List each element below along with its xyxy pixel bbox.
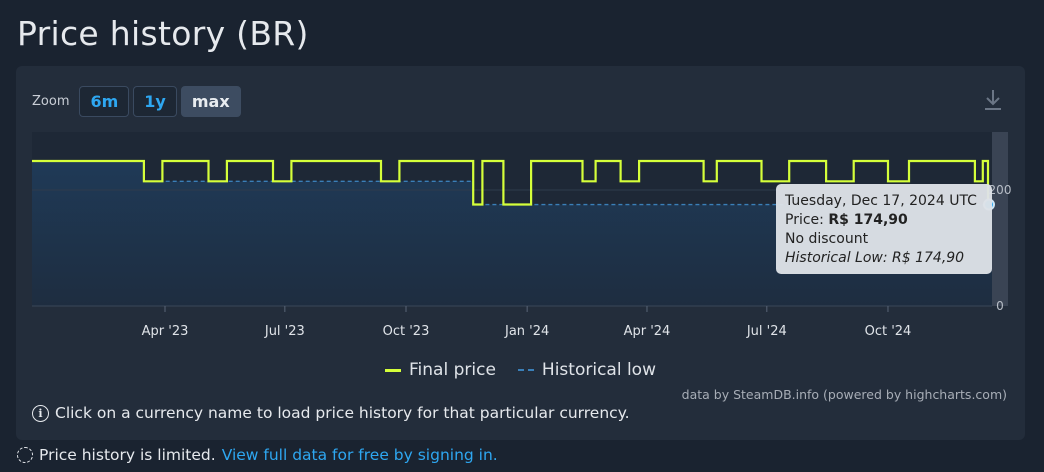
download-icon[interactable] bbox=[982, 88, 1004, 112]
tooltip-historical-low: Historical Low: R$ 174,90 bbox=[785, 250, 965, 266]
zoom-max-button[interactable]: max bbox=[180, 86, 241, 117]
scrollbar-track bbox=[992, 132, 1008, 306]
zoom-6m-button[interactable]: 6m bbox=[79, 86, 130, 117]
tooltip-discount: No discount bbox=[785, 231, 869, 247]
legend-item-historical-low[interactable]: Historical low bbox=[517, 360, 656, 380]
historical-low-area bbox=[32, 161, 992, 306]
final-price-line bbox=[32, 159, 992, 206]
zoom-1y-button[interactable]: 1y bbox=[133, 86, 177, 117]
x-axis: Apr '23 Jul '23 Oct '23 Jan '24 Apr '24 Jul '… bbox=[32, 305, 992, 339]
x-tick-label: Jul '24 bbox=[746, 324, 787, 339]
y-axis: 0 200 bbox=[989, 183, 1012, 313]
historical-low-fill bbox=[32, 161, 992, 306]
y-tick-label: 200 bbox=[989, 183, 1012, 197]
info-icon: i bbox=[32, 404, 49, 422]
price-history-panel: Zoom 6m 1y max Apr '23 Jul '23 Oct '23 Jan … bbox=[16, 66, 1025, 440]
x-tick-label: Jul '23 bbox=[264, 324, 305, 339]
y-tick-label: 0 bbox=[996, 299, 1004, 313]
x-tick-label: Oct '23 bbox=[383, 324, 430, 339]
historical-low-swatch bbox=[517, 369, 534, 371]
final-price-series bbox=[32, 159, 992, 206]
tooltip-date: Tuesday, Dec 17, 2024 UTC bbox=[785, 193, 977, 209]
limited-history-note: Price history is limited. View full data… bbox=[17, 446, 498, 464]
chart-tooltip: Tuesday, Dec 17, 2024 UTC Price: R$ 174,… bbox=[776, 184, 992, 274]
x-tick-label: Oct '24 bbox=[865, 324, 912, 339]
legend-label-final-price: Final price bbox=[409, 360, 496, 380]
legend-item-final-price[interactable]: Final price bbox=[385, 360, 496, 380]
legend-label-historical-low: Historical low bbox=[541, 360, 656, 380]
tooltip-price-label: Price: bbox=[785, 212, 824, 228]
page-title: Price history (BR) bbox=[17, 14, 309, 53]
dashed-circle-icon bbox=[17, 447, 33, 463]
x-tick-label: Apr '23 bbox=[142, 324, 189, 339]
chart-credits[interactable]: data by SteamDB.info (powered by highcha… bbox=[681, 387, 1007, 402]
currency-info-note: i Click on a currency name to load price… bbox=[32, 404, 630, 422]
x-tick-label: Jan '24 bbox=[504, 324, 549, 339]
limited-text: Price history is limited. bbox=[39, 446, 216, 464]
zoom-controls: Zoom 6m 1y max bbox=[32, 86, 241, 117]
currency-info-text: Click on a currency name to load price h… bbox=[55, 404, 630, 422]
zoom-label: Zoom bbox=[32, 94, 70, 109]
final-price-swatch bbox=[385, 368, 402, 372]
sign-in-link[interactable]: View full data for free by signing in. bbox=[221, 446, 498, 464]
x-tick-label: Apr '24 bbox=[624, 324, 671, 339]
tooltip-price-value: R$ 174,90 bbox=[828, 212, 908, 228]
tooltip-price: Price: R$ 174,90 bbox=[785, 211, 983, 230]
chart-legend: Final price Historical low bbox=[16, 360, 1025, 380]
